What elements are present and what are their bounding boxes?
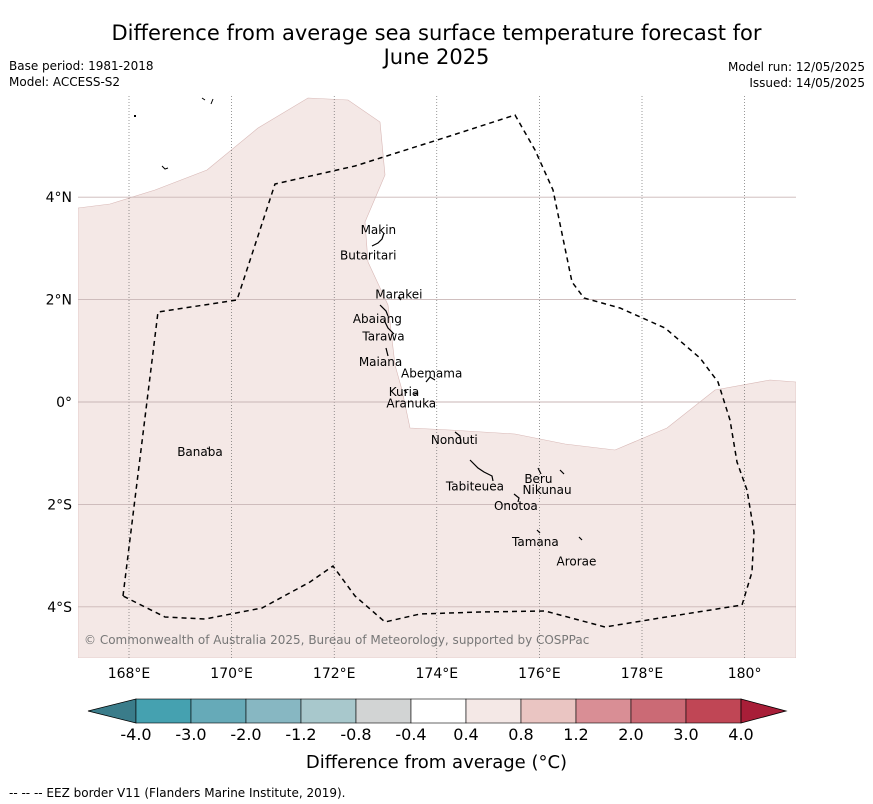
island-mark — [383, 319, 395, 335]
island-mark — [371, 232, 385, 247]
island-mark — [161, 165, 169, 170]
island-mark — [469, 459, 494, 482]
colorbar-tick-label: -3.0 — [175, 725, 207, 744]
colorbar-extend-high — [740, 698, 788, 724]
x-axis-ticks: 168°E 170°E 172°E 174°E 176°E 178°E 180° — [108, 666, 762, 682]
eez-border — [122, 114, 755, 628]
colorbar-bin — [245, 698, 302, 724]
colorbar-tick-label: -1.2 — [285, 725, 317, 744]
colorbar-tick-label: -4.0 — [120, 725, 152, 744]
island-label: Butaritari — [340, 249, 397, 263]
colorbar-tick-label: 0.8 — [508, 725, 534, 744]
colorbar-bin — [135, 698, 192, 724]
colorbar-tick-label: 3.0 — [673, 725, 699, 744]
map-title: Difference from average sea surface temp… — [0, 21, 873, 69]
colorbar — [87, 698, 788, 724]
island-label: Aranuka — [386, 396, 436, 410]
anomaly-region — [78, 97, 796, 658]
base-period: Base period: 1981-2018 — [9, 59, 154, 73]
colorbar-tick-label: 0.4 — [453, 725, 479, 744]
colorbar-bins — [87, 698, 788, 724]
colorbar-bin — [465, 698, 522, 724]
island-label: Tamana — [511, 535, 559, 549]
island-mark — [425, 376, 436, 383]
island-mark — [134, 115, 136, 117]
island-mark — [537, 467, 542, 475]
y-tick-label: 4°N — [46, 190, 72, 206]
colorbar-tick-label: -0.4 — [395, 725, 427, 744]
island-labels: Makin Butaritari Marakei Abaiang Tarawa Maian… — [177, 223, 596, 569]
island-label: Abemama — [401, 367, 462, 381]
y-tick-label: 2°N — [46, 293, 72, 309]
island-mark — [513, 493, 520, 503]
colorbar-tick-label: 4.0 — [728, 725, 754, 744]
island-label: Tarawa — [361, 329, 404, 343]
colorbar-bin — [520, 698, 577, 724]
island-mark — [454, 431, 462, 445]
map-svg: Makin Butaritari Marakei Abaiang Tarawa Maian… — [46, 96, 796, 682]
colorbar-bin — [575, 698, 632, 724]
island-mark — [379, 304, 389, 317]
island-mark — [578, 536, 583, 541]
y-axis-ticks: 4°N 2°N 0° 2°S 4°S — [46, 190, 73, 616]
copyright-text: © Commonwealth of Australia 2025, Bureau… — [84, 633, 589, 647]
island-label: Tabiteuea — [445, 480, 504, 494]
island-label: Marakei — [375, 288, 422, 302]
island-mark — [397, 296, 402, 301]
x-tick-label: 170°E — [210, 666, 253, 682]
map-grid — [78, 96, 796, 658]
x-tick-label: 172°E — [313, 666, 356, 682]
meta-left: Base period: 1981-2018 Model: ACCESS-S2 — [9, 58, 154, 90]
island-label: Beru — [524, 472, 552, 486]
colorbar-bin — [300, 698, 357, 724]
island-mark — [536, 529, 541, 534]
island-mark — [385, 347, 389, 357]
island-label: Makin — [361, 223, 397, 237]
island-label: Abaiang — [353, 312, 402, 326]
colorbar-tick-label: -2.0 — [230, 725, 262, 744]
island-label: Banaba — [177, 445, 223, 459]
model-name: Model: ACCESS-S2 — [9, 75, 121, 89]
x-tick-label: 180° — [728, 666, 762, 682]
colorbar-title: Difference from average (°C) — [305, 752, 568, 773]
colorbar-extend-low — [87, 698, 137, 724]
model-run: Model run: 12/05/2025 — [727, 60, 865, 74]
island-mark — [403, 389, 419, 395]
x-tick-label: 174°E — [416, 666, 459, 682]
colorbar-tick-label: 2.0 — [618, 725, 644, 744]
island-label: Kuria — [389, 385, 420, 399]
colorbar-bin — [685, 698, 742, 724]
y-tick-label: 2°S — [47, 497, 72, 513]
colorbar-tick-label: -0.8 — [340, 725, 372, 744]
x-tick-label: 176°E — [518, 666, 561, 682]
colorbar-bin — [355, 698, 412, 724]
issued-date: Issued: 14/05/2025 — [749, 76, 865, 90]
map-plot-area: Makin Butaritari Marakei Abaiang Tarawa Maian… — [78, 96, 796, 658]
island-label: Nikunau — [523, 483, 572, 497]
y-tick-label: 4°S — [47, 600, 72, 616]
island-mark — [201, 97, 214, 105]
x-tick-label: 178°E — [621, 666, 664, 682]
island-label: Arorae — [556, 555, 596, 569]
meta-right: Model run: 12/05/2025 Issued: 14/05/2025 — [728, 59, 865, 91]
island-label: Maiana — [359, 355, 402, 369]
island-label: Onotoa — [494, 499, 538, 513]
colorbar-bin — [630, 698, 687, 724]
island-label: Nonouti — [431, 433, 478, 447]
map-title-line2: June 2025 — [383, 45, 490, 69]
colorbar-bin — [190, 698, 247, 724]
colorbar-bin — [410, 698, 467, 724]
colorbar-tick-label: 1.2 — [563, 725, 589, 744]
island-mark — [559, 469, 565, 475]
x-tick-label: 168°E — [108, 666, 151, 682]
y-tick-label: 0° — [56, 395, 72, 411]
map-title-line1: Difference from average sea surface temp… — [111, 21, 762, 45]
island-mark — [206, 447, 210, 450]
eez-footer-note: -- -- -- EEZ border V11 (Flanders Marine… — [9, 786, 346, 800]
